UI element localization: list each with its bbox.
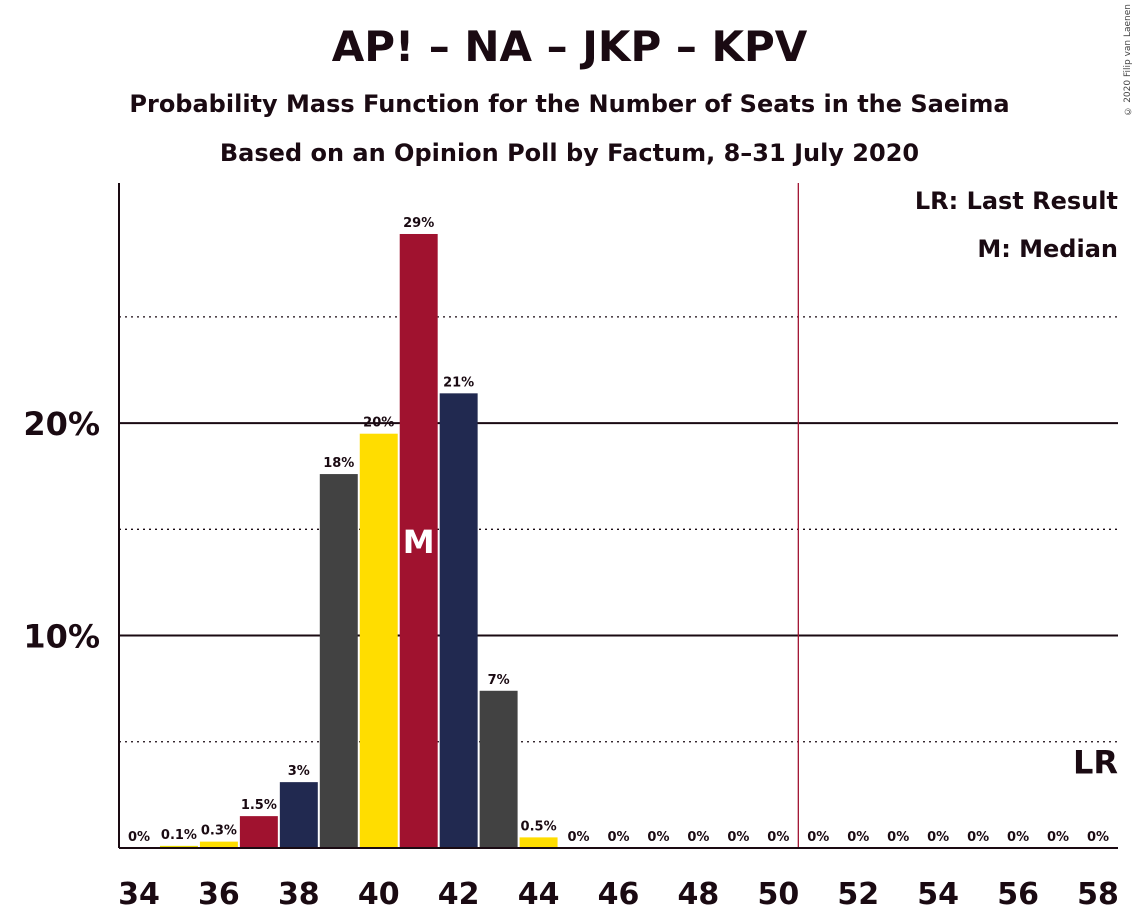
bar-37 [239,816,278,848]
data-label-44: 0.5% [521,819,557,834]
median-marker: M [403,523,435,561]
data-label-37: 1.5% [241,798,277,813]
x-tick-50: 50 [757,877,799,912]
x-tick-44: 44 [518,877,560,912]
data-label-54: 0% [927,830,949,845]
bar-44 [519,837,558,848]
chart-title: AP! – NA – JKP – KPV [331,22,808,71]
data-label-56: 0% [1007,830,1029,845]
chart-source-line: Based on an Opinion Poll by Factum, 8–31… [219,139,920,167]
data-label-48: 0% [687,830,709,845]
bar-43 [479,690,518,848]
bar-40 [359,433,398,848]
y-tick-20: 20% [23,405,100,443]
data-label-35: 0.1% [161,828,197,843]
data-label-50: 0% [767,830,789,845]
x-tick-48: 48 [678,877,720,912]
data-label-36: 0.3% [201,824,237,839]
data-label-43: 7% [488,673,510,688]
bars [159,233,558,848]
data-label-39: 18% [323,456,354,471]
data-label-51: 0% [807,830,829,845]
data-label-40: 20% [363,416,394,431]
bar-41 [399,233,438,848]
y-tick-10: 10% [23,618,100,656]
data-label-38: 3% [288,764,310,779]
x-tick-42: 42 [438,877,480,912]
x-tick-labels: 34 36 38 40 42 44 46 48 50 52 54 56 58 [118,877,1119,912]
bar-42 [439,393,478,848]
x-tick-58: 58 [1077,877,1119,912]
data-label-42: 21% [443,375,474,390]
y-tick-labels: 10% 20% [23,405,100,655]
data-label-45: 0% [568,830,590,845]
data-label-52: 0% [847,830,869,845]
data-label-58: 0% [1087,830,1109,845]
legend-median: M: Median [977,235,1118,263]
last-result-marker: LR [1073,744,1118,782]
x-tick-54: 54 [917,877,959,912]
x-tick-40: 40 [358,877,400,912]
bar-35 [159,845,198,848]
data-label-49: 0% [727,830,749,845]
x-tick-56: 56 [997,877,1039,912]
bar-36 [199,841,238,848]
gridlines [119,316,1118,743]
legend-last-result: LR: Last Result [915,187,1118,215]
data-label-53: 0% [887,830,909,845]
x-tick-36: 36 [198,877,240,912]
chart-subtitle: Probability Mass Function for the Number… [129,90,1010,118]
data-label-41: 29% [403,216,434,231]
data-labels: 0% 0.1% 0.3% 1.5% 3% 18% 20% 29% 21% 7% 0.5% 0% 0% 0%… [128,216,1109,845]
data-label-57: 0% [1047,830,1069,845]
x-tick-34: 34 [118,877,160,912]
data-label-55: 0% [967,830,989,845]
bar-38 [279,782,318,848]
bar-39 [319,474,358,848]
x-tick-46: 46 [598,877,640,912]
data-label-47: 0% [647,830,669,845]
x-tick-38: 38 [278,877,320,912]
x-tick-52: 52 [837,877,879,912]
data-label-46: 0% [607,830,629,845]
data-label-34: 0% [128,830,150,845]
